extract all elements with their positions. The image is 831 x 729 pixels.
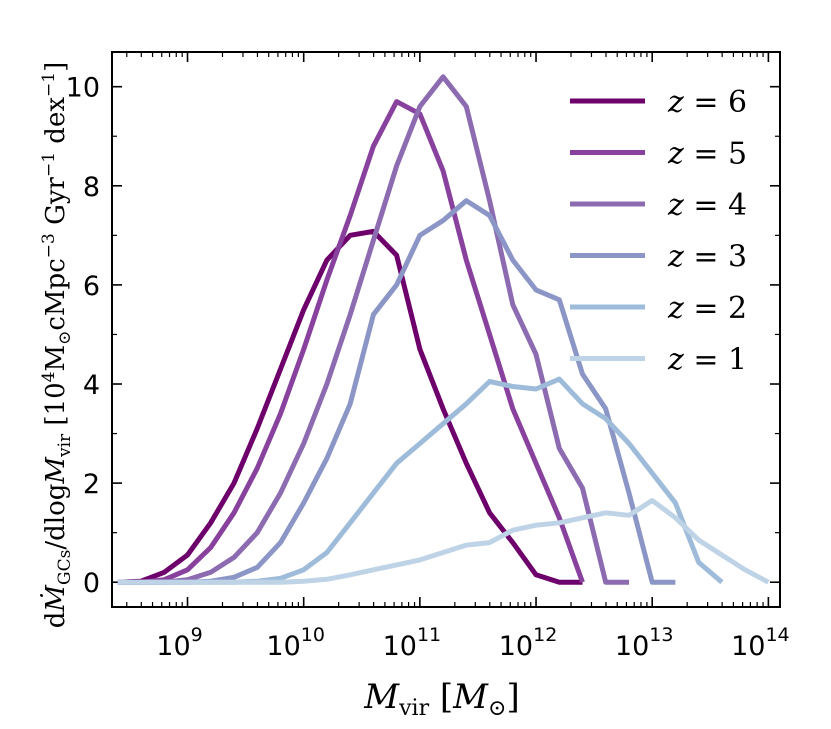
y-tick-label: 4 [83,370,100,401]
x-tick-label: 109 [156,624,202,662]
legend-label-z5: z = 5 [667,137,747,172]
y-tick-label: 8 [83,172,100,203]
y-tick-label: 10 [66,73,100,104]
x-tick-exponent: 9 [191,624,203,646]
plot-frame [111,51,781,608]
x-tick-exponent: 14 [765,624,789,646]
y-tick-label: 0 [83,568,100,599]
y-axis-ticks: 0 2 4 6 8 10 [66,73,780,599]
series-lines [117,74,770,585]
y-tick-label: 6 [83,271,100,302]
legend-label-z2: z = 2 [667,291,747,326]
svg-text:dṀGCs/dlogMvir [104M⊙cMpc−3 Gy: dṀGCs/dlogMvir [104M⊙cMpc−3 Gyr−1 dex−1] [39,62,75,628]
legend-redshift-value: 4 [728,188,747,223]
x-tick-label: 1010 [266,624,325,662]
legend-label-z6: z = 6 [667,85,747,120]
legend-label-z4: z = 4 [667,188,747,223]
x-tick-label: 1012 [499,624,558,662]
x-axis-label: Mvir [M⊙] [363,677,519,721]
x-tick-base: 10 [731,631,765,662]
x-tick-base: 10 [266,631,300,662]
x-tick-exponent: 10 [301,624,325,646]
series-line-z1 [117,498,770,585]
x-tick-label: 1013 [615,624,674,662]
x-tick-exponent: 12 [533,624,557,646]
legend-redshift-value: 1 [728,343,747,378]
legend-redshift-value: 5 [728,137,747,172]
legend-redshift-value: 6 [728,85,747,120]
x-tick-base: 10 [615,631,649,662]
x-axis-ticks: 109 1010 1011 1012 1013 1014 [126,52,790,662]
x-tick-base: 10 [383,631,417,662]
legend: z = 6 z = 5 z = 4 z = 3 z = 2 z = 1 [570,85,747,378]
svg-text:Mvir [M⊙]: Mvir [M⊙] [363,677,519,721]
x-tick-exponent: 11 [417,624,441,646]
legend-redshift-value: 2 [728,291,747,326]
legend-redshift-value: 3 [728,240,747,275]
series-line-z5 [117,99,585,585]
x-tick-label: 1011 [383,624,442,662]
legend-label-z1: z = 1 [667,343,747,378]
y-axis-label: dṀGCs/dlogMvir [104M⊙cMpc−3 Gyr−1 dex−1] [39,62,75,628]
y-tick-label: 2 [83,469,100,500]
x-tick-base: 10 [499,631,533,662]
x-tick-base: 10 [156,631,190,662]
x-tick-label: 1014 [731,624,790,662]
x-tick-exponent: 13 [649,624,673,646]
plot-border [111,51,781,608]
legend-label-z3: z = 3 [667,240,747,275]
